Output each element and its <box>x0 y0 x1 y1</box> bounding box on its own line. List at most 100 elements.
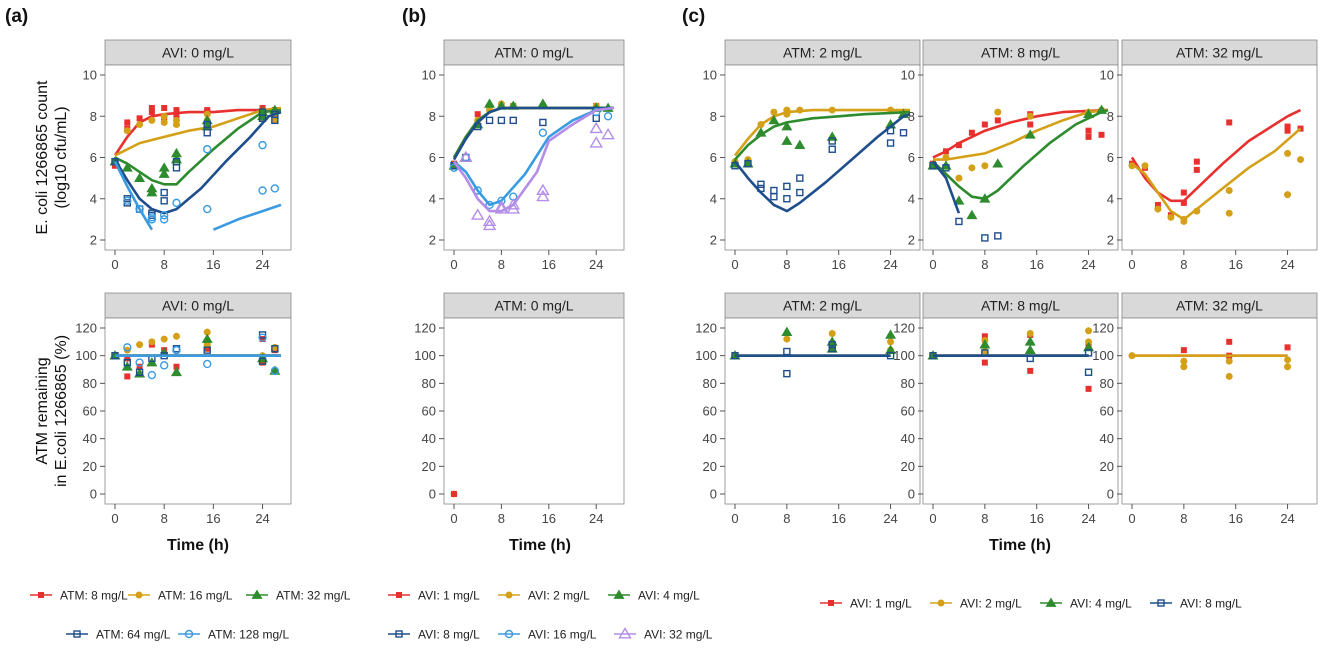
y-tick-label: 0 <box>710 487 717 502</box>
data-point <box>1027 367 1034 374</box>
plot-area <box>1121 317 1318 505</box>
facet-strip-label: ATM: 0 mg/L <box>494 45 573 61</box>
y-tick-label: 10 <box>422 68 436 83</box>
data-point <box>494 200 509 212</box>
data-point <box>981 359 988 366</box>
data-point <box>1026 112 1034 120</box>
legend-c: AVI: 1 mg/L AVI: 2 mg/L AVI: 4 mg/L AVI: 8 … <box>820 597 1242 611</box>
legend-item: ATM: 32 mg/L <box>246 589 351 603</box>
data-point <box>124 119 131 126</box>
data-point <box>148 109 155 116</box>
facet-strip <box>724 292 921 319</box>
y-tick-label: 8 <box>429 109 436 124</box>
y-tick-label: 120 <box>695 321 717 336</box>
series-line <box>113 110 282 215</box>
legend-item: AVI: 8 mg/L <box>1150 597 1242 611</box>
data-point <box>783 110 791 118</box>
y-tick-label: 4 <box>90 191 97 206</box>
panel-label: (c) <box>682 6 705 27</box>
data-point <box>135 368 144 376</box>
data-point <box>744 159 752 168</box>
data-point <box>161 105 168 111</box>
data-point <box>123 358 131 367</box>
y-tick-label: 100 <box>414 348 436 363</box>
data-point <box>1225 187 1233 194</box>
data-point <box>172 198 181 208</box>
data-point <box>783 347 791 356</box>
data-point <box>1167 213 1175 221</box>
data-point <box>1026 330 1034 338</box>
data-point <box>828 340 836 349</box>
data-point <box>828 106 836 114</box>
data-point <box>828 145 836 153</box>
data-point <box>796 174 804 182</box>
series-line <box>931 160 961 214</box>
y-tick-label: 120 <box>893 321 915 336</box>
legend-item: ATM: 64 mg/L <box>66 628 171 642</box>
x-tick-label: 0 <box>731 511 738 526</box>
y-tick-label: 80 <box>703 376 717 391</box>
x-tick-label: 24 <box>255 257 269 272</box>
data-point <box>828 600 834 606</box>
y-tick-label: 6 <box>1107 150 1114 165</box>
data-point <box>204 345 211 352</box>
data-point <box>159 211 169 220</box>
data-point <box>537 98 549 108</box>
data-point <box>538 128 548 137</box>
facet-strip-label: ATM: 0 mg/L <box>494 298 573 314</box>
y-tick-label: 20 <box>83 459 97 474</box>
plot-area <box>724 64 921 251</box>
data-point <box>259 359 266 366</box>
facet-strip-label: AVI: 0 mg/L <box>162 298 234 314</box>
data-point <box>173 113 180 120</box>
x-tick-label: 16 <box>831 511 845 526</box>
x-tick-label: 24 <box>1081 511 1095 526</box>
data-point <box>1154 201 1161 208</box>
facet-strip-label: ATM: 32 mg/L <box>1176 45 1263 61</box>
y-tick-label: 120 <box>1092 321 1114 336</box>
legend-item: AVI: 1 mg/L <box>820 597 912 611</box>
data-point <box>979 193 991 203</box>
data-point <box>1141 162 1149 170</box>
legend-item: AVI: 16 mg/L <box>498 628 597 642</box>
x-tick-label: 16 <box>206 511 220 526</box>
data-point <box>1045 597 1057 607</box>
y-tick-label: 20 <box>703 459 717 474</box>
y-tick-label: 0 <box>1107 487 1114 502</box>
data-point <box>539 118 547 127</box>
data-point <box>1024 129 1036 139</box>
data-point <box>1284 363 1292 371</box>
data-point <box>172 121 180 128</box>
plot-area <box>443 64 625 251</box>
data-point <box>147 215 157 224</box>
data-point <box>981 234 989 242</box>
series <box>927 104 1109 220</box>
data-point <box>123 127 131 135</box>
data-point <box>1180 363 1188 371</box>
data-point <box>1226 119 1233 126</box>
x-tick-label: 24 <box>589 257 603 272</box>
data-point <box>613 589 625 599</box>
data-point <box>994 232 1002 240</box>
data-point <box>1226 338 1233 345</box>
x-tick-label: 24 <box>1280 511 1294 526</box>
data-point <box>1225 209 1233 217</box>
legend-item: ATM: 128 mg/L <box>178 628 289 642</box>
x-tick-label: 8 <box>981 511 988 526</box>
data-point <box>942 148 949 155</box>
data-point <box>271 116 279 124</box>
y-tick-label: 2 <box>710 233 717 248</box>
chart-panel: ATM: 32 mg/L 0 8 16 24 0 20 40 60 80 100 120 <box>1092 292 1318 526</box>
x-tick-label: 24 <box>883 257 897 272</box>
data-point <box>203 129 211 137</box>
data-point <box>494 202 509 214</box>
data-point <box>121 162 133 172</box>
legend-a: ATM: 8 mg/L ATM: 16 mg/L ATM: 32 mg/L ATM: … <box>30 589 351 642</box>
y-tick-label: 0 <box>908 487 915 502</box>
data-point <box>111 157 119 166</box>
legend-item: AVI: 4 mg/L <box>1040 597 1132 611</box>
x-tick-label: 24 <box>1280 257 1294 272</box>
plot-area <box>922 317 1119 505</box>
